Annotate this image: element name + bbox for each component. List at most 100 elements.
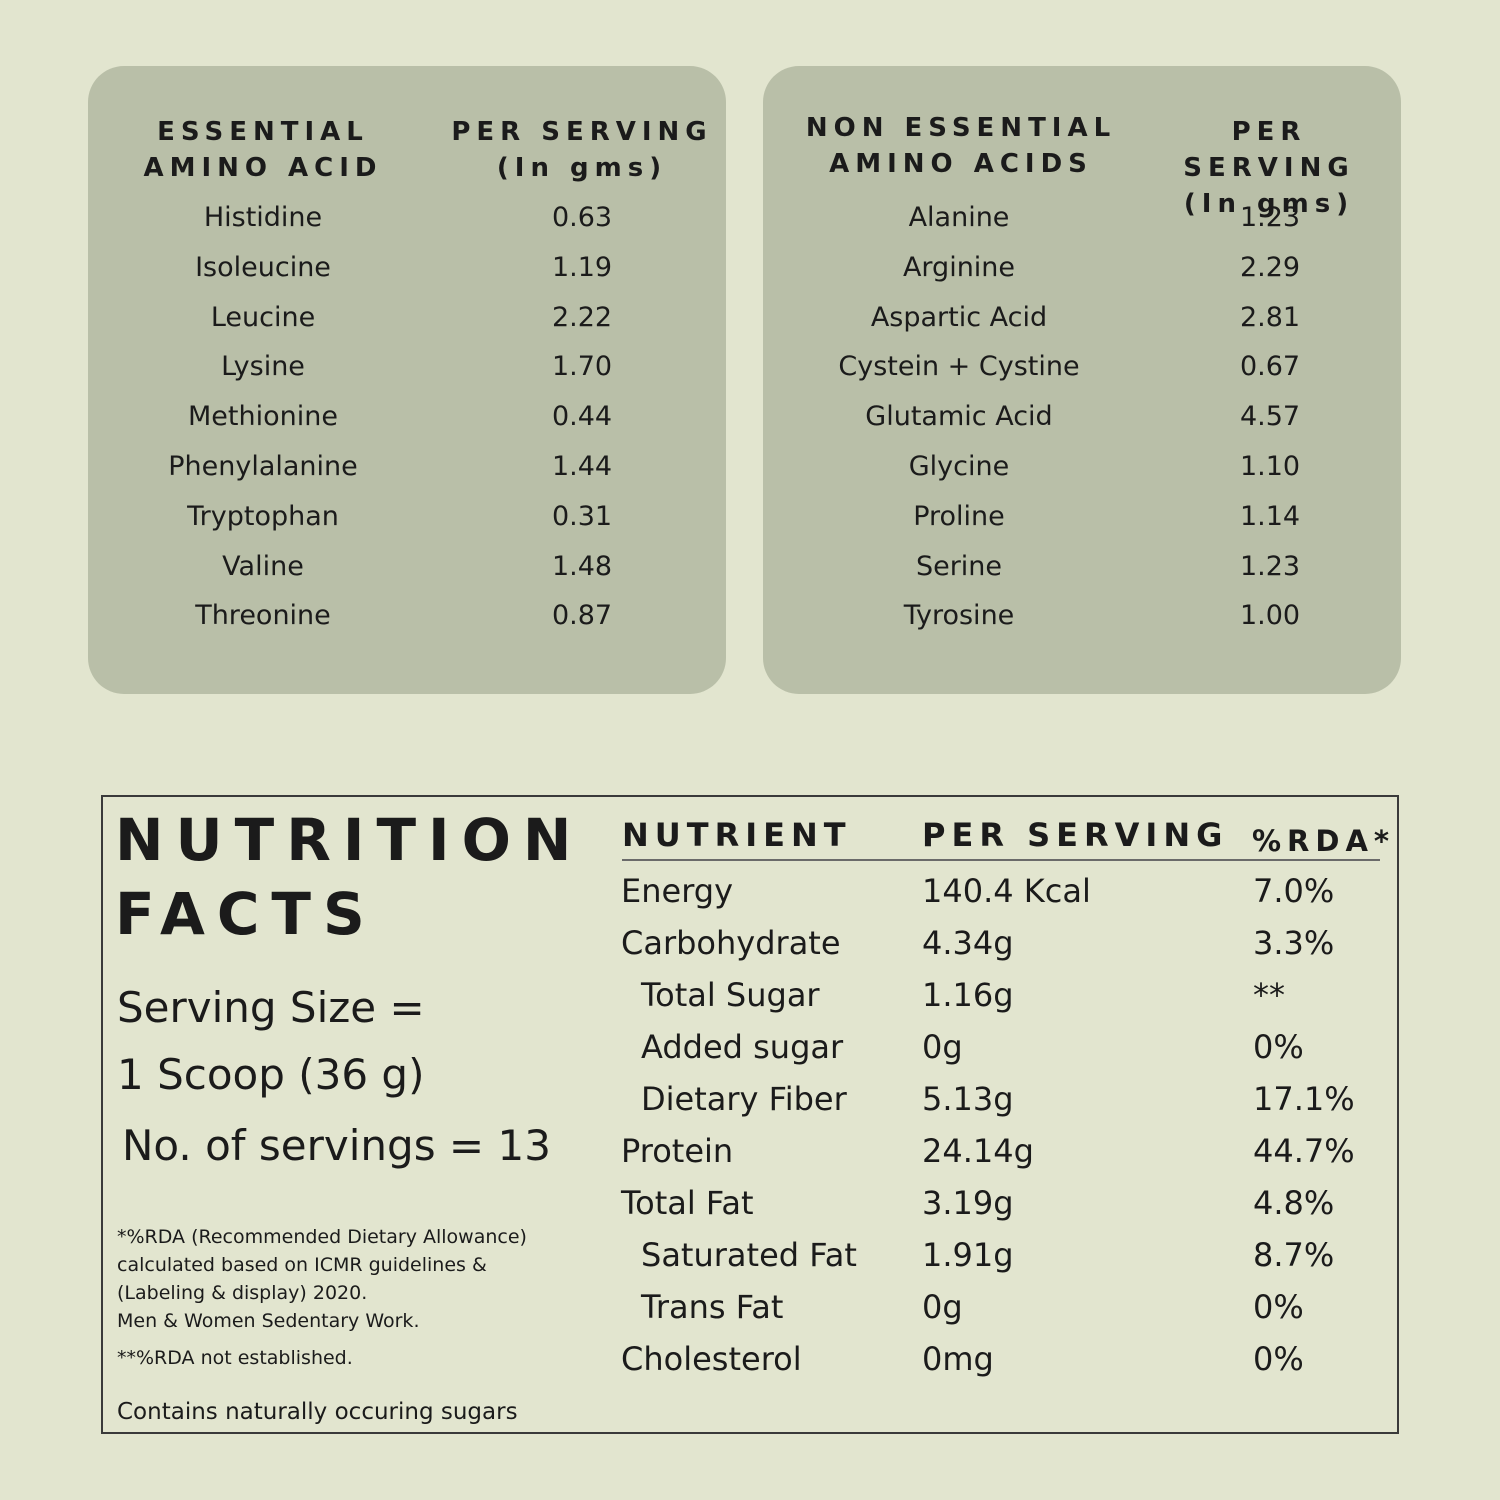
rda-not-established-note: **%RDA not established. xyxy=(117,1347,353,1369)
nutrient-name: Protein xyxy=(621,1132,734,1170)
essential-amino-acid-row: Leucine 2.22 xyxy=(88,298,726,338)
nonessential-amino-acid-row: Proline 1.14 xyxy=(763,497,1401,537)
nutrient-amount: 0mg xyxy=(922,1340,994,1378)
nonessential-amino-acid-value: 1.00 xyxy=(1239,600,1301,631)
servings-count: No. of servings = 13 xyxy=(122,1121,551,1170)
nutrient-rda: 17.1% xyxy=(1253,1080,1355,1118)
essential-amino-acid-value: 1.70 xyxy=(551,351,613,382)
essential-value-header: PER SERVING (In gms) xyxy=(451,117,713,183)
nutrient-amount: 0g xyxy=(922,1028,963,1066)
nutrient-name: Cholesterol xyxy=(621,1340,802,1378)
essential-amino-acid-row: Phenylalanine 1.44 xyxy=(88,447,726,487)
nutrient-amount: 4.34g xyxy=(922,924,1014,962)
nonessential-amino-acid-row: Tyrosine 1.00 xyxy=(763,596,1401,636)
nutrient-rda: 4.8% xyxy=(1253,1184,1335,1222)
nutrient-rda: 3.3% xyxy=(1253,924,1335,962)
nonessential-amino-acid-value: 1.23 xyxy=(1239,202,1301,233)
rda-column-header: %RDA* xyxy=(1252,824,1396,858)
nonessential-amino-acid-row: Alanine 1.23 xyxy=(763,198,1401,238)
essential-amino-acid-row: Lysine 1.70 xyxy=(88,347,726,387)
nonessential-amino-acid-name: Aspartic Acid xyxy=(870,302,1048,333)
nutrition-title-line2: FACTS xyxy=(115,880,377,948)
nonessential-amino-acid-panel: NON ESSENTIAL AMINO ACIDS PER SERVING (I… xyxy=(763,66,1401,694)
nutrient-name: Total Sugar xyxy=(641,976,820,1014)
nonessential-amino-acid-value: 2.81 xyxy=(1239,302,1301,333)
essential-amino-acid-value: 0.87 xyxy=(551,600,613,631)
nonessential-amino-acid-name: Glycine xyxy=(908,451,1010,482)
nonessential-amino-acid-row: Arginine 2.29 xyxy=(763,248,1401,288)
essential-amino-acid-value: 0.44 xyxy=(551,401,613,432)
essential-amino-acid-name: Methionine xyxy=(188,401,338,432)
nutrient-rda: 7.0% xyxy=(1253,872,1335,910)
essential-amino-acid-row: Tryptophan 0.31 xyxy=(88,497,726,537)
nonessential-amino-acid-value: 2.29 xyxy=(1239,252,1301,283)
essential-amino-acid-panel: ESSENTIAL AMINO ACID PER SERVING (In gms… xyxy=(88,66,726,694)
nutrient-rda: 8.7% xyxy=(1253,1236,1335,1274)
serving-size-label: Serving Size = xyxy=(117,983,425,1032)
nutrient-name: Total Fat xyxy=(621,1184,754,1222)
nonessential-amino-acid-name: Serine xyxy=(915,551,1003,582)
nonessential-amino-acid-row: Glutamic Acid 4.57 xyxy=(763,397,1401,437)
natural-sugars-note: Contains naturally occuring sugars xyxy=(117,1399,518,1425)
nonessential-amino-acid-name: Alanine xyxy=(908,202,1010,233)
rda-footnote-line: (Labeling & display) 2020. xyxy=(117,1282,368,1304)
nutrient-rda: ** xyxy=(1253,976,1285,1014)
nutrient-amount: 3.19g xyxy=(922,1184,1014,1222)
nutrient-amount: 1.91g xyxy=(922,1236,1014,1274)
nutrient-name: Trans Fat xyxy=(641,1288,784,1326)
essential-amino-acid-row: Valine 1.48 xyxy=(88,547,726,587)
rda-footnote-line: calculated based on ICMR guidelines & xyxy=(117,1254,487,1276)
nutrition-facts-box: NUTRITION FACTS Serving Size = 1 Scoop (… xyxy=(101,795,1399,1434)
nonessential-amino-acid-name: Cystein + Cystine xyxy=(838,351,1080,382)
rda-footnote-line: Men & Women Sedentary Work. xyxy=(117,1310,420,1332)
nonessential-amino-acid-name: Arginine xyxy=(902,252,1016,283)
essential-amino-acid-name: Leucine xyxy=(210,302,316,333)
essential-name-header: ESSENTIAL AMINO ACID xyxy=(143,117,383,183)
serving-size-value: 1 Scoop (36 g) xyxy=(117,1050,425,1099)
nutrient-amount: 5.13g xyxy=(922,1080,1014,1118)
nutrient-rda: 0% xyxy=(1253,1288,1304,1326)
essential-amino-acid-value: 0.31 xyxy=(551,501,613,532)
nutrient-name: Carbohydrate xyxy=(621,924,841,962)
nutrient-row: Added sugar 0g 0% xyxy=(103,1025,1397,1069)
rda-footnote-line: *%RDA (Recommended Dietary Allowance) xyxy=(117,1226,527,1248)
nutrient-name: Saturated Fat xyxy=(641,1236,857,1274)
essential-amino-acid-value: 1.44 xyxy=(551,451,613,482)
essential-amino-acid-row: Isoleucine 1.19 xyxy=(88,248,726,288)
nutrient-row: Total Fat 3.19g 4.8% xyxy=(103,1181,1397,1225)
essential-amino-acid-value: 0.63 xyxy=(551,202,613,233)
nonessential-amino-acid-name: Tyrosine xyxy=(903,600,1015,631)
essential-amino-acid-row: Methionine 0.44 xyxy=(88,397,726,437)
essential-amino-acid-name: Phenylalanine xyxy=(168,451,358,482)
nutrient-rda: 44.7% xyxy=(1253,1132,1355,1170)
nutrient-row: Energy 140.4 Kcal 7.0% xyxy=(103,869,1397,913)
nonessential-amino-acid-row: Cystein + Cystine 0.67 xyxy=(763,347,1401,387)
per-serving-column-header: PER SERVING xyxy=(922,816,1229,854)
nutrient-column-header: NUTRIENT xyxy=(622,816,852,854)
nonessential-name-header: NON ESSENTIAL AMINO ACIDS xyxy=(805,113,1117,179)
nutrient-name: Dietary Fiber xyxy=(641,1080,847,1118)
nonessential-amino-acid-value: 4.57 xyxy=(1239,401,1301,432)
header-divider xyxy=(622,859,1380,861)
essential-amino-acid-name: Valine xyxy=(222,551,304,582)
essential-amino-acid-value: 2.22 xyxy=(551,302,613,333)
nutrient-amount: 24.14g xyxy=(922,1132,1034,1170)
nutrient-rda: 0% xyxy=(1253,1340,1304,1378)
nonessential-amino-acid-value: 1.14 xyxy=(1239,501,1301,532)
nonessential-amino-acid-row: Serine 1.23 xyxy=(763,547,1401,587)
nutrient-row: Saturated Fat 1.91g 8.7% xyxy=(103,1233,1397,1277)
essential-amino-acid-name: Isoleucine xyxy=(195,252,331,283)
nutrient-name: Energy xyxy=(621,872,734,910)
essential-amino-acid-name: Histidine xyxy=(203,202,323,233)
essential-amino-acid-name: Lysine xyxy=(221,351,305,382)
nutrient-amount: 140.4 Kcal xyxy=(922,872,1091,910)
essential-amino-acid-value: 1.48 xyxy=(551,551,613,582)
nutrient-row: Trans Fat 0g 0% xyxy=(103,1285,1397,1329)
nutrient-amount: 1.16g xyxy=(922,976,1014,1014)
essential-amino-acid-name: Tryptophan xyxy=(187,501,339,532)
nonessential-amino-acid-row: Aspartic Acid 2.81 xyxy=(763,298,1401,338)
essential-amino-acid-value: 1.19 xyxy=(551,252,613,283)
nutrition-title-line1: NUTRITION xyxy=(115,806,584,874)
nonessential-amino-acid-value: 1.23 xyxy=(1239,551,1301,582)
nonessential-amino-acid-value: 1.10 xyxy=(1239,451,1301,482)
